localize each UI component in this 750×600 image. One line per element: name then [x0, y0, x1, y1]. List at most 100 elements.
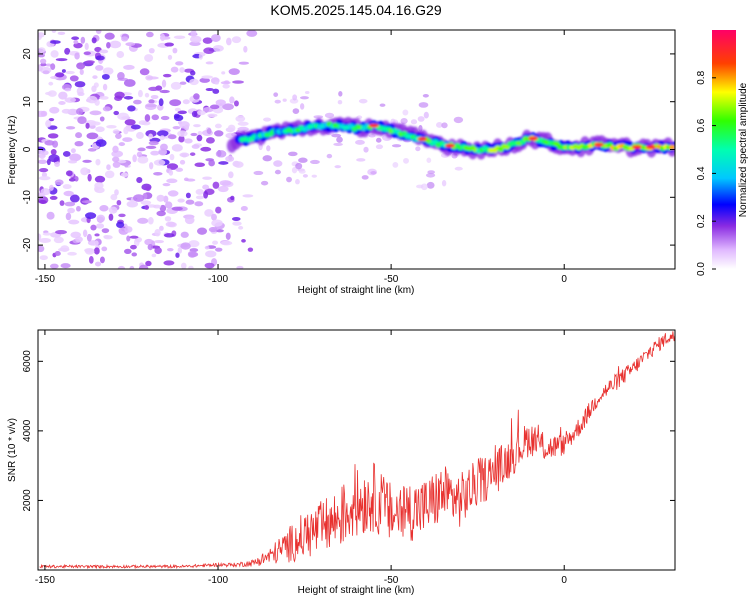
chart-title: KOM5.2025.145.04.16.G29: [270, 2, 441, 18]
noise-blob: [138, 120, 147, 126]
noise-blob: [262, 155, 273, 162]
noise-blob: [136, 151, 143, 158]
noise-blob: [167, 247, 174, 252]
noise-blob: [38, 159, 48, 164]
noise-blob: [118, 213, 126, 218]
noise-blob: [215, 150, 227, 158]
noise-blob: [47, 133, 59, 139]
noise-blob: [427, 170, 435, 175]
noise-blob: [222, 103, 234, 111]
noise-blob: [99, 49, 109, 54]
noise-blob: [205, 250, 217, 258]
noise-blob: [114, 91, 125, 99]
noise-blob: [70, 148, 76, 154]
noise-blob: [167, 190, 179, 197]
noise-blob: [310, 159, 320, 165]
noise-blob: [179, 121, 190, 129]
noise-blob: [127, 105, 136, 112]
noise-blob: [148, 133, 153, 140]
noise-blob: [124, 226, 133, 233]
noise-blob: [400, 118, 408, 124]
noise-blob: [60, 245, 70, 252]
noise-blob: [172, 47, 178, 54]
noise-blob: [273, 92, 279, 97]
noise-blob: [144, 238, 154, 246]
noise-blob: [124, 163, 129, 168]
noise-blob: [295, 179, 300, 185]
noise-blob: [61, 69, 66, 73]
noise-blob: [50, 50, 59, 58]
noise-blob: [38, 47, 46, 53]
snr-x-label: Height of straight line (km): [298, 585, 415, 596]
noise-blob: [80, 167, 89, 176]
noise-blob: [147, 216, 154, 225]
noise-blob: [108, 206, 118, 214]
noise-blob: [204, 245, 210, 250]
ridge-peak: [368, 123, 379, 128]
noise-blob: [180, 242, 191, 250]
noise-blob: [175, 61, 184, 66]
noise-blob: [203, 190, 209, 199]
noise-blob: [197, 130, 203, 136]
noise-blob: [77, 91, 85, 97]
noise-blob: [274, 99, 281, 104]
noise-blob: [207, 113, 218, 118]
noise-blob: [331, 133, 342, 138]
noise-blob: [68, 177, 76, 182]
noise-blob: [85, 212, 97, 219]
noise-blob: [175, 167, 184, 172]
noise-blob: [88, 255, 94, 264]
noise-blob: [196, 110, 206, 116]
noise-blob: [169, 153, 175, 161]
noise-blob: [123, 79, 136, 87]
noise-blob: [160, 143, 168, 151]
noise-blob: [415, 146, 421, 152]
noise-blob: [168, 169, 174, 176]
noise-blob: [133, 99, 142, 105]
noise-blob: [49, 263, 59, 269]
noise-blob: [178, 135, 185, 143]
noise-blob: [200, 146, 212, 152]
noise-blob: [172, 125, 181, 130]
noise-blob: [202, 176, 213, 180]
noise-blob: [74, 81, 86, 88]
noise-blob: [75, 236, 83, 243]
noise-blob: [132, 154, 137, 163]
noise-blob: [368, 134, 376, 138]
noise-blob: [104, 170, 115, 179]
noise-blob: [57, 31, 66, 36]
x-tick-label: -100: [208, 274, 228, 285]
noise-blob: [148, 140, 159, 146]
noise-blob: [189, 152, 196, 156]
noise-blob: [84, 42, 89, 51]
noise-blob: [96, 223, 105, 229]
noise-blob: [114, 189, 119, 196]
noise-blob: [85, 60, 95, 64]
spectrogram-x-axis: -150 -100 -50 0: [35, 30, 567, 285]
y-tick-label: 2000: [22, 489, 33, 512]
y-tick-label: 4000: [22, 419, 33, 442]
noise-blob: [194, 162, 206, 168]
noise-blob: [292, 94, 298, 101]
noise-blob: [237, 121, 249, 126]
noise-blob: [58, 101, 66, 105]
noise-blob: [67, 207, 76, 214]
noise-blob: [101, 73, 110, 80]
noise-blob: [124, 119, 136, 126]
noise-blob: [117, 71, 125, 80]
noise-blob: [159, 135, 165, 141]
noise-blob: [235, 115, 246, 122]
noise-blob: [129, 235, 139, 239]
noise-blob: [238, 61, 250, 65]
noise-blob: [65, 170, 73, 177]
noise-blob: [361, 175, 369, 180]
noise-blob: [203, 47, 215, 54]
noise-blob: [179, 152, 190, 158]
noise-blob: [112, 156, 120, 163]
noise-blob: [187, 250, 197, 258]
noise-blob: [102, 67, 114, 75]
spectrogram-x-label: Height of straight line (km): [298, 285, 415, 296]
noise-blob: [77, 116, 87, 124]
noise-blob: [215, 206, 222, 214]
